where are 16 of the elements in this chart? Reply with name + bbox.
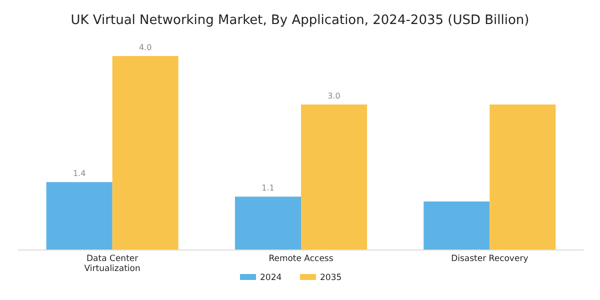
- x-tick-label: Data Center Virtualization: [84, 254, 140, 274]
- chart-title: UK Virtual Networking Market, By Application, 2024-2035 (USD Billion): [70, 13, 530, 28]
- legend-label: 2024: [260, 273, 282, 283]
- data-label: 4.0: [138, 43, 152, 52]
- bar: [46, 182, 112, 250]
- bar: [301, 104, 368, 250]
- bar: [234, 196, 301, 250]
- x-tick-label: Remote Access: [268, 254, 334, 264]
- bar: [112, 56, 178, 250]
- data-label: 1.4: [72, 169, 86, 178]
- bar: [424, 202, 490, 250]
- x-tick-label: Disaster Recovery: [451, 254, 528, 264]
- legend-label: 2035: [320, 273, 342, 283]
- data-label: 1.1: [262, 184, 274, 193]
- data-label: 3.0: [328, 92, 340, 100]
- bar: [490, 104, 556, 250]
